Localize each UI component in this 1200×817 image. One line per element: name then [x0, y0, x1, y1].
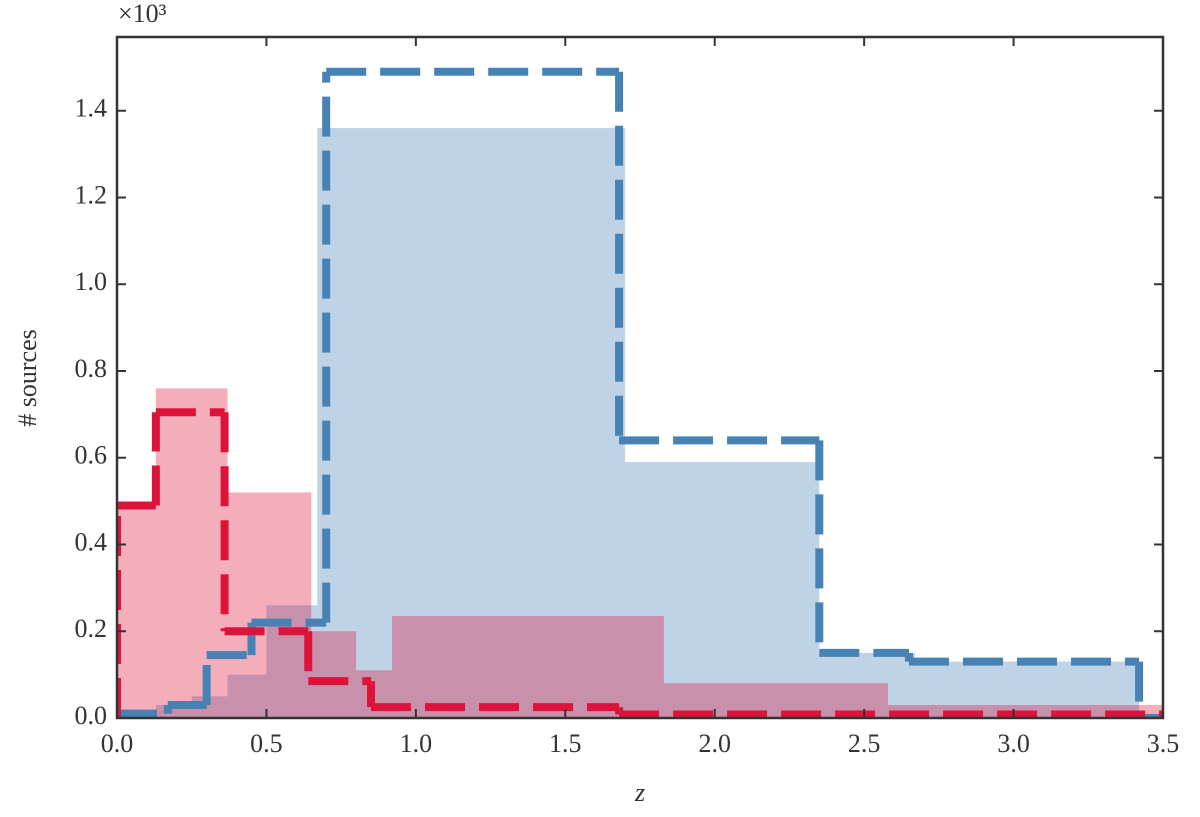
hist-bar — [227, 492, 312, 718]
hist-bar — [819, 652, 915, 718]
plot-frame — [115, 35, 1165, 720]
y-tick-label: 1.4 — [75, 94, 108, 123]
hist-bar — [391, 616, 664, 718]
x-tick-label: 2.5 — [848, 729, 881, 758]
hist-bar — [155, 388, 228, 718]
hist-bar — [914, 661, 1140, 718]
x-tick-label: 3.5 — [1147, 729, 1180, 758]
y-tick-label: 1.0 — [75, 267, 108, 296]
x-tick-label: 0.5 — [250, 729, 283, 758]
y-tick-label: 0.0 — [75, 701, 108, 730]
y-axis-label: # sources — [13, 329, 42, 426]
axis-multiplier: ×10³ — [118, 0, 167, 28]
hist-bar — [227, 674, 267, 718]
y-tick-label: 0.4 — [75, 527, 108, 556]
hist-bar — [117, 505, 156, 718]
y-tick-label: 0.6 — [75, 441, 108, 470]
x-tick-label: 1.5 — [549, 729, 582, 758]
y-tick-label: 1.2 — [75, 180, 108, 209]
hist-bar — [625, 462, 820, 718]
x-tick-label: 2.0 — [698, 729, 731, 758]
x-axis-label: z — [634, 778, 645, 807]
hist-bar — [317, 128, 626, 718]
x-tick-label: 3.0 — [997, 729, 1030, 758]
y-tick-label: 0.8 — [75, 354, 108, 383]
hist-bar — [311, 631, 357, 718]
x-tick-label: 1.0 — [400, 729, 433, 758]
x-tick-label: 0.0 — [101, 729, 134, 758]
y-tick-label: 0.2 — [75, 614, 108, 643]
